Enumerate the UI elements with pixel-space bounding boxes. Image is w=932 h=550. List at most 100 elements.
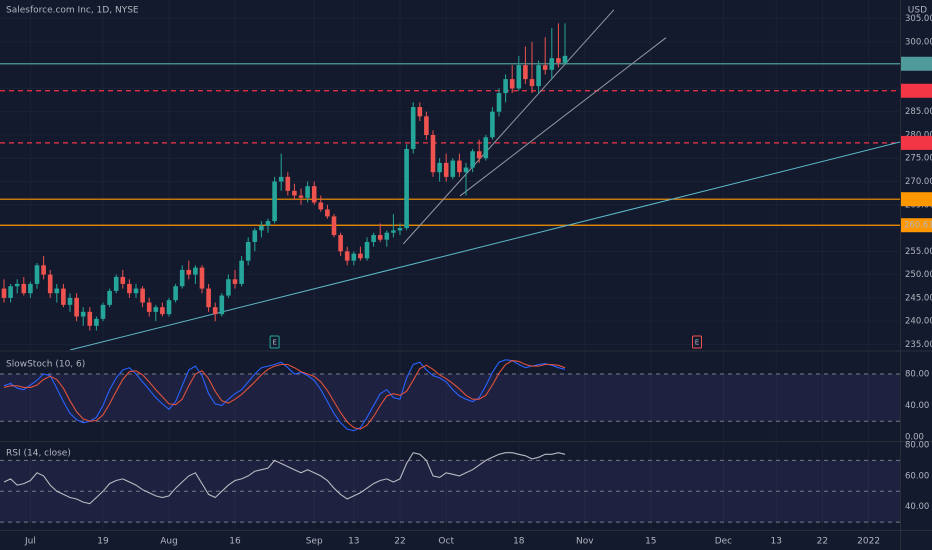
- price-level-box: [901, 192, 932, 207]
- rsi-title: RSI (14, close): [6, 449, 71, 459]
- trend-line: [402, 9, 615, 245]
- candle-body: [523, 65, 528, 80]
- candle-body: [292, 190, 297, 196]
- candle-body: [516, 65, 522, 89]
- y-tick-label: 270.00: [905, 177, 932, 187]
- candle-body: [133, 288, 139, 294]
- x-tick-label: 2022: [857, 537, 880, 547]
- stoch-title: SlowStoch (10, 6): [6, 360, 85, 370]
- candle-body: [34, 265, 40, 284]
- y-tick-label: 80.00: [905, 369, 929, 379]
- candle-body: [193, 267, 198, 275]
- candle-body: [364, 242, 370, 259]
- candle-body: [424, 116, 429, 135]
- event-marker: [269, 335, 280, 349]
- x-tick-label: 22: [817, 537, 828, 547]
- event-label: E: [272, 339, 276, 347]
- candle-body: [226, 279, 231, 296]
- candle-body: [166, 300, 172, 315]
- candle-body: [21, 283, 27, 294]
- candle-body: [331, 216, 337, 236]
- candle-body: [549, 58, 555, 70]
- candle-body: [28, 283, 33, 294]
- candle-body: [556, 58, 561, 63]
- candle-body: [278, 176, 284, 182]
- candle-body: [404, 148, 409, 229]
- candle-body: [259, 225, 264, 231]
- candle-body: [325, 209, 330, 217]
- candle-body: [80, 311, 86, 317]
- x-tick-label: 13: [348, 537, 359, 547]
- y-tick-label: 275.00: [905, 154, 932, 164]
- candle-body: [450, 160, 456, 177]
- candle-body: [318, 202, 324, 210]
- rsi-pane: [0, 443, 900, 530]
- y-tick-label: 80.00: [905, 441, 929, 451]
- candle-body: [430, 134, 436, 173]
- x-tick-label: 13: [770, 537, 781, 547]
- x-tick-label: Jul: [24, 537, 36, 547]
- y-tick-label: 40.00: [905, 401, 929, 411]
- y-tick-label: 240.00: [905, 317, 932, 327]
- candle-body: [305, 186, 310, 198]
- candle-body: [470, 151, 475, 168]
- candle-body: [410, 107, 416, 149]
- candle-body: [120, 276, 126, 284]
- candle-body: [160, 307, 165, 315]
- candle-body: [239, 260, 244, 284]
- y-tick-label: 245.00: [905, 293, 932, 303]
- y-tick-label: 255.00: [905, 247, 932, 257]
- price-level-box: [901, 83, 932, 98]
- candle-body: [206, 288, 211, 308]
- candle-body: [41, 265, 46, 275]
- candle-body: [377, 235, 383, 240]
- x-tick-label: Aug: [160, 537, 178, 547]
- candle-body: [87, 311, 93, 326]
- x-tick-label: 18: [513, 537, 525, 547]
- candle-body: [100, 304, 106, 319]
- candle-body: [437, 162, 442, 173]
- candle-body: [476, 151, 482, 159]
- trend-line: [69, 141, 900, 350]
- price-level-box: [901, 56, 932, 71]
- candle-body: [94, 318, 99, 326]
- y-tick-label: 305.00: [905, 14, 932, 24]
- candle-body: [503, 79, 508, 94]
- indicator-line: [3, 452, 566, 505]
- x-tick-label: Dec: [715, 537, 732, 547]
- candle-body: [536, 65, 541, 87]
- event-marker: [692, 335, 702, 349]
- candle-body: [127, 283, 132, 294]
- candle-body: [358, 253, 363, 259]
- candle-body: [173, 286, 178, 301]
- candle-body: [67, 297, 73, 305]
- candle-body: [351, 253, 357, 261]
- y-tick-label: 0.00: [905, 433, 924, 443]
- candle-body: [232, 279, 238, 284]
- candle-body: [338, 235, 343, 252]
- candle-body: [457, 160, 462, 173]
- candle-body: [384, 232, 390, 240]
- y-tick-label: 280.00: [905, 130, 932, 140]
- y-tick-label: 40.00: [905, 502, 929, 512]
- candle-body: [252, 230, 258, 243]
- candle-body: [311, 186, 317, 203]
- x-tick-label: 15: [645, 537, 656, 547]
- candle-body: [54, 288, 60, 294]
- candle-body: [74, 297, 79, 317]
- price-level-label: 260.61: [904, 221, 932, 231]
- candle-body: [483, 137, 489, 159]
- y-tick-label: 300.00: [905, 37, 932, 47]
- stoch-pane: [0, 352, 900, 440]
- candle-body: [562, 55, 568, 63]
- y-tick-label: 250.00: [905, 270, 932, 280]
- candle-body: [371, 235, 376, 243]
- candle-body: [199, 267, 205, 289]
- candle-body: [529, 79, 535, 87]
- candle-body: [1, 288, 7, 298]
- candle-body: [509, 79, 515, 89]
- candle-body: [496, 93, 502, 112]
- x-tick-label: Oct: [438, 537, 454, 547]
